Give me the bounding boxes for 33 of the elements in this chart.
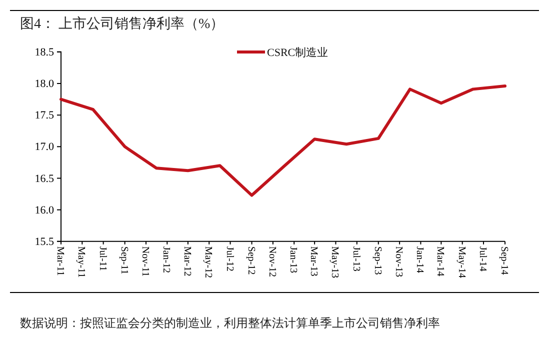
chart-title: 图4： 上市公司销售净利率（%） [20, 16, 224, 32]
x-tick-label: Jul-14 [476, 246, 488, 272]
y-tick-label: 17.0 [34, 141, 54, 154]
x-tick-label: Mar-13 [308, 246, 320, 276]
x-tick-label: May-14 [456, 246, 467, 278]
x-tick-label: Mar-12 [181, 246, 192, 276]
legend-label: CSRC制造业 [267, 46, 328, 59]
x-tick-label: Sep-11 [118, 246, 130, 274]
y-tick-label: 16.0 [34, 204, 54, 216]
y-tick-label: 18.5 [34, 46, 54, 58]
x-tick-label: Mar-14 [434, 246, 446, 276]
x-tick-label: Sep-14 [498, 246, 510, 275]
y-tick-label: 17.5 [34, 110, 54, 122]
x-tick-label: Jan-12 [160, 246, 172, 274]
x-tick-label: Sep-12 [245, 246, 256, 275]
y-tick-label: 16.5 [34, 172, 54, 185]
line-series [60, 84, 506, 197]
x-tick-label: Jul-13 [350, 246, 362, 272]
y-tick-label: 18.0 [34, 78, 54, 90]
x-tick-label: Nov-13 [393, 246, 404, 277]
x-tick-label: May-11 [76, 246, 87, 278]
x-tick-label: Jan-13 [288, 246, 299, 274]
text: 数据说明：按照证监会分类的制造业，利用整体法计算单季上市公司销售净利率 [20, 316, 440, 330]
x-tick-label: Jan-14 [414, 246, 426, 274]
x-tick-label: Mar-11 [54, 246, 66, 276]
x-tick-label: Sep-13 [372, 246, 383, 275]
x-tick-label: Nov-12 [266, 246, 278, 277]
x-tick-label: May-12 [202, 246, 214, 278]
x-tick-label: Nov-11 [139, 246, 150, 277]
x-tick-label: Jul-12 [224, 246, 235, 272]
y-tick-label: 15.5 [34, 236, 54, 248]
x-tick-label: Jul-11 [96, 246, 108, 272]
x-tick-label: May-13 [329, 246, 340, 278]
